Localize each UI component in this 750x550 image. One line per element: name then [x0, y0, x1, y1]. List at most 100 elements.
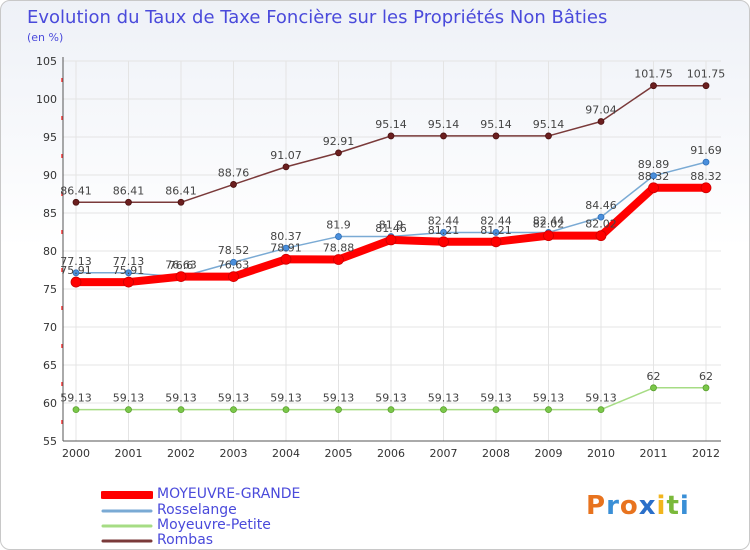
data-point-moyeuvre-grande [700, 182, 712, 194]
data-point-rombas [597, 118, 605, 125]
data-point-moyeuvre-grande [175, 271, 187, 283]
data-point-rosselange [492, 229, 500, 236]
data-label-rosselange: 78.52 [218, 244, 250, 257]
data-point-moyeuvre-petite [335, 406, 342, 414]
data-label-rosselange: 84.46 [585, 199, 617, 212]
data-label-rombas: 86.41 [113, 184, 145, 197]
data-point-moyeuvre-grande [333, 254, 344, 265]
data-point-moyeuvre-petite [177, 406, 185, 414]
data-label-moyeuvre-grande: 75.91 [113, 264, 145, 277]
data-point-rosselange [597, 213, 605, 221]
data-point-moyeuvre-grande [70, 276, 82, 288]
data-label-moyeuvre-petite: 59.13 [480, 392, 512, 405]
legend-swatch [101, 491, 153, 499]
data-label-rombas: 86.41 [165, 184, 197, 197]
legend-swatch [101, 539, 153, 543]
data-label-moyeuvre-petite: 59.13 [533, 392, 565, 405]
y-tick-label: 55 [43, 435, 57, 448]
logo-letter: t [666, 491, 680, 521]
x-tick-label: 2004 [272, 447, 300, 460]
data-point-moyeuvre-grande [228, 271, 239, 283]
data-point-rosselange [72, 269, 80, 277]
data-point-rombas [650, 82, 657, 90]
legend-label: MOYEUVRE-GRANDE [157, 486, 301, 502]
x-tick-label: 2002 [167, 447, 195, 460]
data-point-moyeuvre-grande [648, 182, 659, 194]
logo-letter: i [656, 491, 667, 521]
chart-title: Evolution du Taux de Taxe Foncière sur l… [27, 7, 608, 28]
data-label-moyeuvre-grande: 88.32 [638, 170, 670, 183]
data-label-rombas: 88.76 [218, 166, 250, 179]
data-label-moyeuvre-grande: 78.91 [270, 241, 302, 254]
data-point-rosselange [650, 172, 657, 180]
data-label-moyeuvre-petite: 59.13 [113, 392, 145, 405]
data-point-moyeuvre-grande [595, 230, 607, 242]
y-tick-label: 70 [43, 321, 57, 334]
data-point-moyeuvre-petite [597, 406, 605, 414]
data-label-rosselange: 81.9 [326, 219, 351, 232]
data-label-rosselange: 81.9 [379, 219, 404, 232]
data-label-rombas: 86.41 [60, 184, 92, 197]
data-point-rombas [335, 149, 342, 157]
data-label-rombas: 95.14 [375, 118, 407, 131]
data-point-rosselange [230, 258, 237, 266]
data-label-rombas: 101.75 [687, 68, 726, 81]
data-point-rombas [545, 132, 552, 140]
data-point-rosselange [335, 233, 342, 240]
logo-letter: o [619, 491, 639, 521]
data-point-rombas [282, 163, 290, 171]
x-tick-label: 2011 [640, 447, 668, 460]
data-label-rosselange: 80.37 [270, 230, 302, 243]
data-point-moyeuvre-petite [282, 406, 290, 414]
data-label-moyeuvre-petite: 59.13 [428, 392, 460, 405]
data-point-rombas [125, 198, 132, 206]
data-point-moyeuvre-petite [650, 384, 657, 392]
y-tick-label: 75 [43, 283, 57, 296]
data-label-rosselange: 82.44 [428, 214, 460, 227]
x-tick-label: 2008 [482, 447, 510, 460]
data-label-moyeuvre-petite: 59.13 [60, 392, 92, 405]
data-point-moyeuvre-petite [492, 406, 500, 414]
y-unit-label: (en %) [27, 31, 64, 44]
data-label-moyeuvre-grande: 81.46 [375, 222, 407, 235]
data-point-moyeuvre-petite [387, 406, 395, 414]
data-label-rosselange: 77.13 [60, 255, 92, 268]
data-point-moyeuvre-petite [125, 406, 132, 414]
data-label-rombas: 101.75 [634, 68, 673, 81]
data-label-rosselange: 76.6 [169, 259, 194, 272]
data-point-rombas [492, 132, 500, 140]
data-point-rombas [702, 82, 710, 90]
data-point-moyeuvre-grande [385, 234, 397, 246]
data-point-rosselange [702, 158, 710, 166]
data-point-rombas [387, 132, 395, 140]
proxiti-logo: Proxiti [586, 491, 690, 521]
x-tick-label: 2006 [377, 447, 405, 460]
data-point-rombas [177, 198, 185, 206]
data-label-rombas: 92.91 [323, 135, 355, 148]
data-label-rombas: 95.14 [428, 118, 460, 131]
data-point-moyeuvre-grande [280, 253, 292, 265]
data-label-moyeuvre-petite: 59.13 [270, 392, 302, 405]
x-tick-label: 2009 [535, 447, 563, 460]
x-tick-label: 2003 [220, 447, 248, 460]
data-label-moyeuvre-grande: 75.91 [60, 264, 92, 277]
logo-letter: r [606, 491, 620, 521]
logo-letter: P [586, 491, 607, 521]
legend-label: Rombas [157, 532, 214, 548]
legend-label: Rosselange [157, 502, 237, 518]
y-tick-label: 60 [43, 397, 57, 410]
legend-swatch [101, 524, 153, 528]
data-label-rombas: 97.04 [585, 103, 617, 116]
data-label-moyeuvre-grande: 82.02 [585, 218, 617, 231]
y-tick-label: 65 [43, 359, 57, 372]
x-tick-label: 2007 [430, 447, 458, 460]
data-point-rosselange [125, 269, 132, 277]
data-label-rosselange: 91.69 [690, 144, 722, 157]
data-label-moyeuvre-grande: 76.63 [165, 259, 197, 272]
data-point-rosselange [282, 244, 290, 252]
data-label-moyeuvre-grande: 76.63 [218, 259, 250, 272]
y-tick-label: 85 [43, 207, 57, 220]
data-label-moyeuvre-grande: 82.02 [533, 218, 565, 231]
